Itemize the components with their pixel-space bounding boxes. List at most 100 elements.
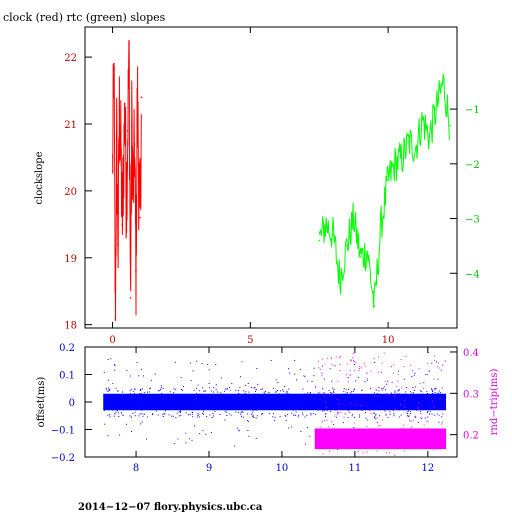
blue-offset-point [430, 403, 431, 405]
blue-offset-point [189, 362, 191, 364]
blue-offset-point [140, 389, 142, 391]
blue-offset-point [191, 439, 193, 441]
blue-offset-point [281, 403, 283, 405]
red-clock-point [120, 149, 122, 152]
blue-offset-point [246, 420, 248, 422]
magenta-roundtrip-point [433, 406, 435, 408]
blue-offset-point [181, 400, 182, 401]
magenta-roundtrip-point [427, 421, 429, 423]
blue-offset-point [338, 394, 340, 396]
blue-offset-point [279, 403, 281, 405]
blue-offset-point [398, 409, 400, 411]
blue-offset-point [230, 396, 232, 397]
blue-offset-point [367, 400, 369, 402]
magenta-roundtrip-point [395, 385, 397, 387]
blue-offset-point [340, 399, 342, 401]
blue-offset-point [242, 411, 244, 413]
blue-offset-point [109, 389, 111, 391]
blue-offset-point [295, 414, 297, 416]
blue-offset-point [175, 399, 177, 401]
blue-offset-point [298, 397, 300, 399]
blue-offset-point [203, 408, 205, 410]
blue-offset-point [434, 395, 435, 397]
blue-offset-point [286, 390, 288, 392]
blue-offset-point [288, 368, 289, 370]
magenta-roundtrip-point [327, 441, 329, 443]
blue-offset-point [432, 391, 433, 393]
blue-offset-point [418, 398, 419, 400]
blue-offset-point [438, 407, 440, 409]
blue-offset-point [245, 384, 247, 386]
blue-offset-point [407, 415, 408, 417]
blue-offset-point [255, 409, 257, 411]
blue-offset-point [208, 387, 210, 389]
blue-offset-point [132, 413, 134, 414]
blue-offset-point [399, 405, 401, 407]
blue-offset-point [305, 443, 306, 445]
blue-offset-point [409, 411, 411, 413]
magenta-roundtrip-point [395, 437, 396, 439]
blue-offset-point [284, 385, 286, 387]
blue-offset-point [343, 400, 345, 402]
magenta-roundtrip-point [406, 434, 408, 436]
blue-offset-point [170, 393, 172, 395]
blue-offset-point [334, 365, 336, 367]
blue-offset-point [129, 393, 131, 395]
blue-offset-point [288, 404, 290, 406]
magenta-roundtrip-point [426, 420, 428, 422]
blue-offset-point [188, 394, 190, 396]
blue-offset-point [170, 415, 172, 417]
blue-offset-point [419, 390, 421, 392]
blue-offset-point [217, 391, 219, 393]
blue-offset-point [260, 404, 262, 406]
blue-offset-point [252, 415, 254, 417]
magenta-roundtrip-point [368, 432, 369, 434]
blue-offset-point [437, 378, 439, 380]
blue-offset-point [106, 398, 108, 400]
bottom-x-tick-label: 12 [421, 463, 434, 474]
blue-offset-point [109, 388, 111, 390]
magenta-roundtrip-point [377, 371, 379, 373]
red-clock-point [126, 129, 129, 132]
blue-offset-point [269, 401, 271, 403]
blue-offset-point [287, 396, 289, 398]
blue-offset-point [286, 392, 288, 394]
blue-offset-point [146, 406, 147, 408]
blue-offset-point [201, 363, 203, 364]
blue-offset-point [335, 409, 337, 411]
blue-offset-point [312, 412, 314, 414]
blue-offset-point [242, 416, 244, 418]
magenta-roundtrip-point [362, 452, 364, 454]
blue-offset-point [236, 427, 238, 429]
magenta-roundtrip-point [428, 352, 430, 354]
blue-offset-point [238, 430, 240, 432]
blue-offset-point [129, 389, 131, 391]
blue-offset-point [374, 417, 375, 419]
magenta-roundtrip-point [346, 442, 347, 444]
blue-offset-point [297, 395, 299, 397]
blue-offset-point [351, 390, 353, 392]
blue-offset-point [345, 388, 347, 390]
green-rtc-point [345, 245, 348, 247]
blue-offset-point [165, 406, 167, 408]
blue-offset-point [182, 389, 183, 391]
blue-offset-point [229, 401, 231, 403]
magenta-roundtrip-point [322, 453, 324, 455]
blue-offset-point [282, 409, 284, 411]
blue-offset-point [354, 397, 356, 399]
blue-offset-point [306, 380, 308, 382]
blue-offset-point [240, 412, 242, 414]
blue-offset-point [349, 374, 351, 376]
blue-offset-point [110, 408, 112, 410]
blue-offset-point [409, 413, 411, 414]
blue-offset-point [314, 395, 316, 397]
magenta-roundtrip-point [343, 416, 345, 418]
blue-offset-point [185, 408, 186, 410]
blue-offset-point [247, 413, 249, 415]
blue-offset-point [166, 400, 168, 402]
blue-offset-point [400, 414, 402, 416]
blue-offset-point [439, 392, 441, 394]
magenta-roundtrip-point [387, 394, 389, 396]
blue-offset-point [438, 390, 440, 392]
blue-offset-point [136, 362, 138, 364]
